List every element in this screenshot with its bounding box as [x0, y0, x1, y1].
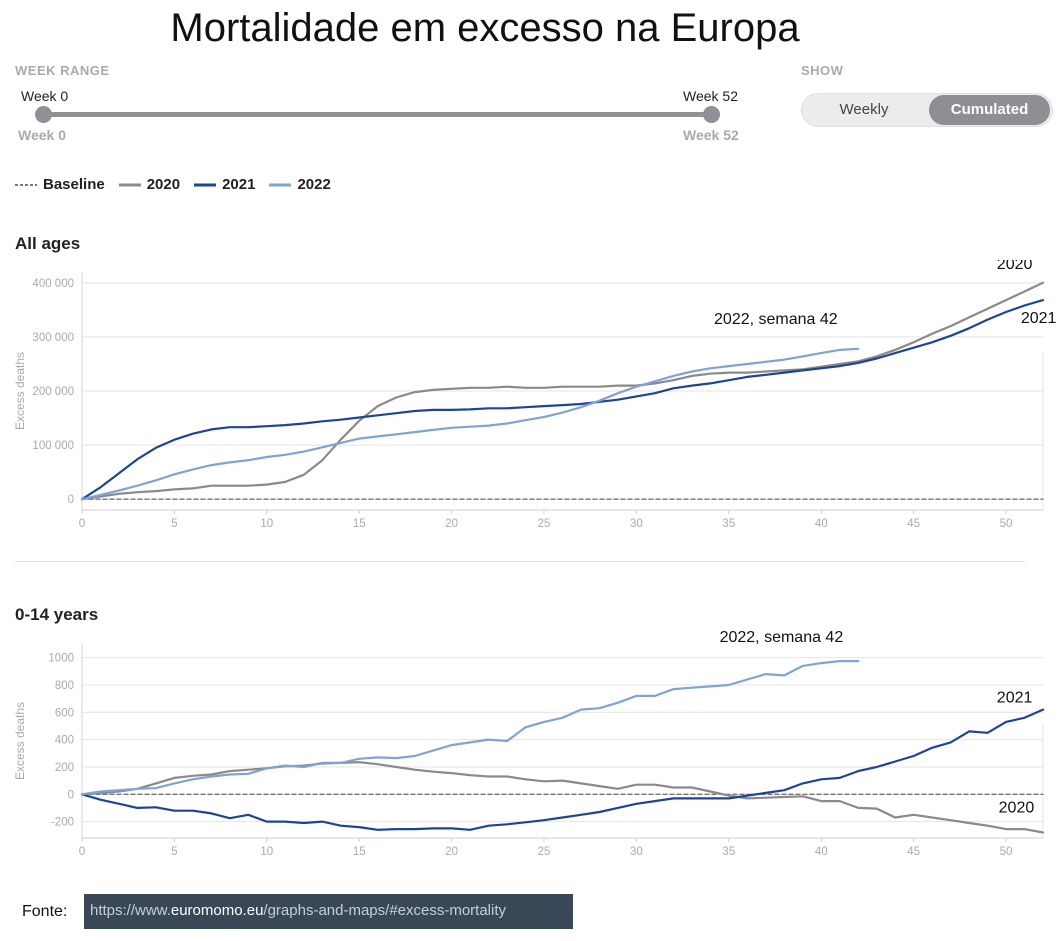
- x-tick-label: 45: [907, 518, 920, 530]
- y-tick-label: 800: [55, 680, 74, 692]
- week-range-end-top: Week 52: [683, 88, 738, 104]
- panel-divider: [15, 561, 1025, 562]
- legend-label-2020: 2020: [146, 176, 181, 193]
- series-line-2020: [80, 281, 1045, 501]
- x-tick-label: 30: [630, 518, 643, 530]
- x-tick-label: 20: [445, 846, 458, 858]
- legend-swatch-2022: [269, 183, 292, 186]
- source-url-domain: euromomo.eu: [170, 902, 264, 919]
- source-url-suffix: /graphs-and-maps/#excess-mortality: [263, 902, 507, 919]
- week-range-start-top: Week 0: [21, 88, 69, 104]
- x-tick-label: 5: [171, 846, 177, 858]
- x-tick-label: 45: [907, 846, 920, 858]
- x-tick-label: 10: [260, 518, 273, 530]
- legend-swatch-2020: [118, 183, 141, 186]
- chart-all-ages: 0 100 000 200 000 300 000 400 000 0 5 10 15 20 25 3…: [13, 260, 1057, 530]
- chart-0-14-years: -200 0 200 400 600 800 1000 0 5 10 15 20 25 30 35 40 45 5…: [13, 629, 1045, 858]
- series-line-2020: [80, 761, 1045, 834]
- chart-title-all-ages: All ages: [15, 234, 81, 253]
- source-label: Fonte:: [22, 903, 68, 920]
- x-tick-label: 35: [722, 846, 735, 858]
- annotation-label: 2020: [997, 260, 1033, 273]
- series-line-2021: [80, 298, 1045, 501]
- legend-label-baseline: Baseline: [43, 176, 105, 193]
- x-tick-label: 10: [260, 846, 273, 858]
- page-title: Mortalidade em excesso na Europa: [170, 6, 800, 50]
- annotation-label: 2021: [1021, 310, 1057, 327]
- legend-item-2021[interactable]: 2021: [194, 176, 255, 193]
- x-tick-label: 0: [79, 846, 85, 858]
- chart-title-0-14: 0-14 years: [15, 605, 99, 624]
- series-line-2022: [80, 659, 860, 796]
- y-tick-label: -200: [51, 817, 74, 829]
- annotation-label: 2022, semana 42: [720, 629, 844, 646]
- annotation-label: 2021: [997, 690, 1033, 707]
- week-range-end-bottom: Week 52: [683, 127, 739, 143]
- x-tick-label: 35: [722, 518, 735, 530]
- x-tick-label: 25: [538, 518, 551, 530]
- y-tick-label: 200 000: [32, 386, 74, 398]
- y-tick-label: 100 000: [32, 440, 74, 452]
- x-tick-label: 25: [538, 846, 551, 858]
- x-tick-label: 30: [630, 846, 643, 858]
- legend-item-2020[interactable]: 2020: [118, 176, 181, 193]
- legend-swatch-2021: [194, 183, 217, 186]
- show-label: SHOW: [801, 63, 844, 78]
- y-tick-label: 1000: [48, 653, 74, 665]
- x-tick-label: 20: [445, 518, 458, 530]
- chart-legend: Baseline 2020 2021 2022: [15, 176, 345, 193]
- x-tick-label: 0: [79, 518, 85, 530]
- y-tick-label: 200: [55, 762, 74, 774]
- annotation-label: 2022, semana 42: [714, 311, 838, 328]
- week-range-track[interactable]: [43, 112, 713, 117]
- toggle-cumulated-option[interactable]: Cumulated: [929, 95, 1050, 125]
- legend-label-2021: 2021: [222, 176, 256, 193]
- x-tick-label: 15: [353, 518, 366, 530]
- y-tick-label: 400: [55, 735, 74, 747]
- y-tick-label: 0: [68, 494, 74, 506]
- x-tick-label: 15: [353, 846, 366, 858]
- source-url-prefix: https://www.: [90, 902, 171, 919]
- y-tick-label: 300 000: [32, 332, 74, 344]
- y-tick-label: 600: [55, 707, 74, 719]
- y-axis-label: Excess deaths: [13, 352, 27, 430]
- legend-item-baseline[interactable]: Baseline: [15, 176, 105, 193]
- x-tick-label: 40: [815, 518, 828, 530]
- x-tick-label: 5: [171, 518, 177, 530]
- show-toggle: Weekly Cumulated: [801, 93, 1053, 127]
- x-tick-label: 50: [1000, 518, 1013, 530]
- week-range-start-handle[interactable]: [35, 106, 52, 123]
- y-axis-label: Excess deaths: [13, 702, 27, 780]
- source-url-link[interactable]: https://www.euromomo.eu/graphs-and-maps/…: [84, 894, 573, 929]
- legend-label-2022: 2022: [297, 176, 331, 193]
- x-tick-label: 40: [815, 846, 828, 858]
- series-line-2022: [80, 347, 860, 501]
- x-tick-label: 50: [1000, 846, 1013, 858]
- week-range-label: WEEK RANGE: [15, 63, 110, 78]
- week-range-start-bottom: Week 0: [18, 127, 66, 143]
- week-range-end-handle[interactable]: [703, 106, 720, 123]
- legend-item-2022[interactable]: 2022: [269, 176, 331, 193]
- series-line-2021: [80, 708, 1045, 831]
- legend-swatch-baseline: [15, 183, 37, 186]
- annotation-label: 2020: [999, 800, 1035, 817]
- y-tick-label: 400 000: [32, 278, 74, 290]
- y-tick-label: 0: [68, 789, 74, 801]
- toggle-weekly-option[interactable]: Weekly: [839, 101, 889, 118]
